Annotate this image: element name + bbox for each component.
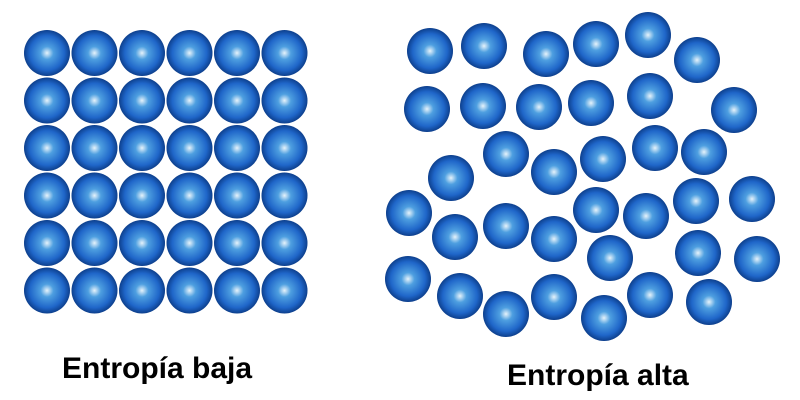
scattered-particle — [625, 12, 671, 58]
ordered-particle — [166, 30, 213, 76]
scattered-particle — [681, 129, 727, 175]
ordered-particle — [71, 30, 118, 76]
ordered-particle — [214, 267, 260, 314]
scattered-particle — [734, 236, 780, 282]
scattered-particle — [580, 136, 626, 182]
high-entropy-label: Entropía alta — [507, 359, 689, 392]
scattered-particle — [674, 37, 720, 83]
ordered-particle — [119, 125, 165, 171]
ordered-particles — [24, 30, 308, 314]
scattered-particle — [531, 274, 577, 320]
scattered-particle — [686, 279, 732, 325]
ordered-particle — [71, 77, 118, 124]
scattered-particle — [573, 21, 619, 67]
ordered-particle — [166, 125, 213, 171]
scattered-particle — [587, 235, 633, 281]
ordered-particle — [119, 220, 165, 266]
ordered-particle — [71, 172, 118, 219]
ordered-particle — [166, 267, 213, 314]
ordered-particle — [214, 30, 260, 76]
scattered-particle — [432, 214, 478, 260]
ordered-particle — [119, 267, 165, 314]
ordered-particle — [24, 77, 70, 124]
ordered-particle — [119, 172, 165, 219]
scattered-particle — [627, 272, 673, 318]
low-entropy-label: Entropía baja — [62, 352, 253, 385]
scattered-particle — [623, 193, 669, 239]
scattered-particle — [483, 291, 529, 337]
scattered-particle — [386, 190, 432, 236]
scattered-particle — [523, 31, 569, 77]
scattered-particles — [385, 12, 780, 341]
ordered-particle — [166, 77, 213, 124]
ordered-particle — [214, 220, 260, 266]
scattered-particle — [573, 187, 619, 233]
scattered-particle — [407, 28, 453, 74]
scattered-particle — [675, 230, 721, 276]
scattered-particle — [568, 80, 614, 126]
scattered-particle — [711, 87, 757, 133]
scattered-particle — [673, 178, 719, 224]
ordered-particle — [71, 125, 118, 171]
scattered-particle — [460, 83, 506, 129]
ordered-particle — [71, 267, 118, 314]
ordered-particle — [214, 77, 260, 124]
ordered-particle — [71, 220, 118, 266]
scattered-particle — [516, 84, 562, 130]
scattered-particle — [632, 125, 678, 171]
scattered-particle — [531, 216, 577, 262]
ordered-particle — [261, 172, 308, 219]
ordered-particle — [24, 30, 70, 76]
ordered-particle — [214, 172, 260, 219]
scattered-particle — [483, 203, 529, 249]
ordered-particle — [166, 220, 213, 266]
ordered-particle — [119, 77, 165, 124]
ordered-particle — [24, 267, 70, 314]
ordered-particle — [261, 220, 308, 266]
ordered-particle — [119, 30, 165, 76]
scattered-particle — [729, 176, 775, 222]
scattered-particle — [581, 295, 627, 341]
ordered-particle — [214, 125, 260, 171]
ordered-particle — [24, 125, 70, 171]
scattered-particle — [404, 86, 450, 132]
scattered-particle — [385, 256, 431, 302]
scattered-particle — [627, 73, 673, 119]
scattered-particle — [428, 155, 474, 201]
ordered-particle — [261, 77, 308, 124]
ordered-particle — [261, 30, 308, 76]
scattered-particle — [437, 273, 483, 319]
scattered-particle — [531, 149, 577, 195]
ordered-particle — [24, 220, 70, 266]
scattered-particle — [461, 23, 507, 69]
ordered-particle — [261, 267, 308, 314]
ordered-particle — [166, 172, 213, 219]
ordered-particle — [261, 125, 308, 171]
scattered-particle — [483, 131, 529, 177]
ordered-particle — [24, 172, 70, 219]
